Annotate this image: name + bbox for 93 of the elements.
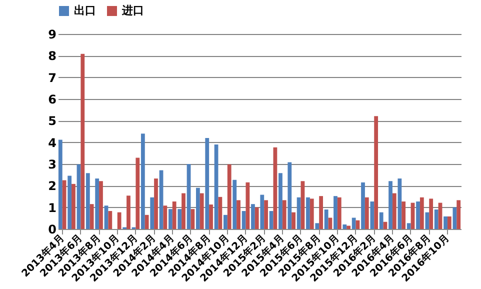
bar bbox=[416, 201, 420, 229]
bar bbox=[315, 223, 320, 229]
bar bbox=[328, 218, 332, 229]
y-tick-label: 1 bbox=[48, 200, 56, 215]
bar bbox=[447, 216, 452, 229]
bar bbox=[342, 224, 347, 229]
bar bbox=[68, 176, 72, 229]
bar bbox=[95, 178, 100, 229]
bar bbox=[434, 210, 438, 229]
bar bbox=[242, 211, 246, 229]
bar bbox=[62, 180, 66, 229]
bar bbox=[406, 223, 411, 229]
bar bbox=[264, 200, 268, 229]
y-tick-label: 8 bbox=[48, 49, 56, 64]
bar bbox=[398, 178, 402, 229]
bar bbox=[232, 180, 237, 229]
bar bbox=[186, 164, 191, 229]
bar bbox=[269, 211, 274, 229]
y-tick-label: 4 bbox=[48, 136, 56, 150]
bar bbox=[150, 197, 154, 229]
bar bbox=[420, 197, 424, 229]
bar bbox=[236, 200, 240, 229]
legend-label: 进口 bbox=[121, 4, 144, 17]
bar bbox=[227, 164, 232, 229]
bar bbox=[254, 207, 259, 229]
bar bbox=[104, 206, 108, 229]
bar bbox=[163, 206, 168, 229]
bar bbox=[251, 204, 255, 229]
bar bbox=[278, 173, 282, 229]
bar bbox=[392, 193, 396, 229]
bar bbox=[306, 197, 310, 229]
bar bbox=[154, 178, 158, 229]
bar bbox=[205, 138, 210, 229]
bar bbox=[346, 226, 351, 229]
legend-label: 出口 bbox=[74, 4, 96, 17]
bar bbox=[214, 144, 218, 229]
bar bbox=[324, 210, 328, 229]
bar bbox=[224, 214, 228, 229]
bar bbox=[288, 162, 292, 229]
bar bbox=[273, 147, 278, 229]
bar bbox=[90, 204, 94, 229]
bar bbox=[72, 184, 76, 229]
bar bbox=[456, 200, 461, 229]
bar bbox=[300, 181, 305, 229]
bar bbox=[452, 207, 457, 229]
bar bbox=[379, 212, 384, 229]
bar bbox=[364, 197, 369, 229]
bar bbox=[425, 212, 430, 229]
bar bbox=[296, 197, 301, 229]
bar bbox=[117, 212, 122, 229]
bar bbox=[168, 209, 172, 229]
bar bbox=[144, 214, 149, 229]
y-tick-label: 2 bbox=[48, 179, 56, 194]
bar bbox=[402, 201, 406, 229]
bar bbox=[246, 182, 250, 229]
bar bbox=[388, 181, 392, 229]
bar bbox=[80, 54, 85, 229]
bar bbox=[136, 158, 140, 229]
bar bbox=[200, 193, 204, 229]
bar bbox=[126, 196, 130, 229]
bar bbox=[260, 194, 264, 229]
bar bbox=[209, 204, 213, 229]
bar bbox=[159, 170, 164, 229]
bar bbox=[76, 164, 81, 229]
y-tick-label: 0 bbox=[48, 222, 56, 236]
y-tick-label: 6 bbox=[48, 92, 56, 106]
bar bbox=[58, 140, 62, 229]
bar bbox=[374, 116, 378, 229]
y-tick-label: 7 bbox=[48, 70, 56, 85]
y-tick-label: 5 bbox=[48, 114, 56, 128]
bar bbox=[172, 201, 176, 229]
bar bbox=[292, 212, 296, 229]
bar bbox=[444, 216, 448, 229]
bar bbox=[99, 181, 103, 229]
bar bbox=[310, 198, 314, 229]
bar bbox=[86, 173, 90, 229]
bar bbox=[178, 209, 182, 229]
y-tick-label: 3 bbox=[48, 158, 56, 172]
bar bbox=[108, 211, 112, 229]
bar bbox=[370, 201, 374, 229]
bar bbox=[319, 196, 323, 229]
bar bbox=[218, 196, 222, 229]
bar bbox=[196, 188, 200, 229]
bar bbox=[190, 209, 195, 229]
bar bbox=[352, 218, 356, 229]
bar bbox=[334, 196, 338, 229]
bar bbox=[140, 134, 145, 229]
y-tick-label: 9 bbox=[48, 28, 56, 42]
bar bbox=[361, 182, 365, 229]
bar bbox=[429, 198, 434, 229]
bar bbox=[337, 197, 342, 229]
bar bbox=[182, 193, 186, 229]
bar bbox=[282, 200, 286, 229]
